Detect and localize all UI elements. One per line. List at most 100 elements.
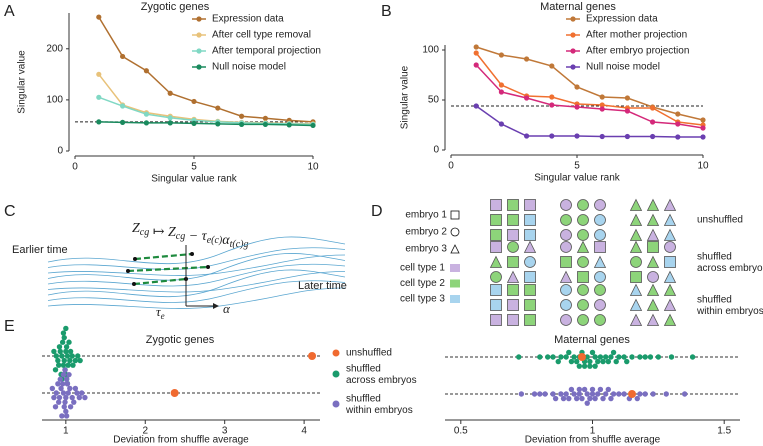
- square: [524, 284, 536, 296]
- square: [490, 314, 502, 326]
- x-tick-label: 1: [63, 426, 69, 437]
- swarm-point: [571, 354, 577, 360]
- triangle: [450, 244, 460, 254]
- swarm-point: [634, 395, 640, 402]
- square: [490, 241, 502, 253]
- shift-end: [133, 257, 137, 261]
- circle: [577, 284, 589, 296]
- swarm-point: [650, 391, 656, 397]
- circle: [664, 241, 676, 253]
- x-tick-label: 0.5: [454, 426, 468, 437]
- trajectory: [47, 280, 346, 303]
- shift-end: [206, 265, 210, 269]
- triangle: [629, 313, 643, 326]
- swarm-point: [60, 362, 67, 368]
- swarm-point: [579, 395, 585, 402]
- series-line: [475, 52, 704, 126]
- legend-label: After embryo projection: [586, 46, 689, 57]
- trajectory: [47, 271, 346, 293]
- text-line: across embryos: [697, 262, 763, 273]
- square: [507, 284, 519, 296]
- triangle: [629, 240, 643, 253]
- data-point: [262, 121, 268, 128]
- swarm-point: [602, 391, 609, 397]
- embryo-label: embryo 3: [405, 244, 447, 255]
- cell-type-swatch: [450, 264, 460, 272]
- data-point: [624, 108, 631, 114]
- circle: [560, 314, 572, 326]
- data-point: [96, 14, 102, 20]
- y-axis-label: Singular value: [400, 65, 411, 129]
- chart-title: Zygotic genes: [146, 334, 215, 346]
- swarm-point: [550, 391, 556, 397]
- swarm-point: [608, 395, 614, 402]
- swarm-point: [56, 344, 63, 350]
- data-point: [675, 121, 681, 127]
- swarm-point: [624, 358, 630, 365]
- panel-label: B: [381, 3, 392, 20]
- math-sub: e: [161, 311, 165, 321]
- triangle: [663, 270, 677, 283]
- legend-marker: [332, 370, 340, 378]
- math-sub: cg: [140, 227, 149, 238]
- square: [524, 214, 536, 226]
- text-line: within embryos: [345, 404, 413, 415]
- triangle: [629, 298, 643, 311]
- swarm-point: [587, 358, 593, 365]
- triangle: [663, 228, 677, 241]
- data-point: [239, 121, 245, 128]
- shift-segment: [127, 265, 209, 273]
- x-axis-label: Deviation from shuffle average: [525, 435, 661, 446]
- text-line: shuffled: [697, 251, 732, 262]
- swarm-point: [576, 391, 583, 397]
- triangle: [663, 313, 677, 326]
- circle: [490, 271, 502, 283]
- circle: [560, 199, 572, 211]
- unshuffled-point: [577, 353, 586, 361]
- legend-marker: [570, 32, 576, 38]
- swarm-point: [584, 400, 590, 406]
- swarm-point: [53, 390, 59, 396]
- circle: [594, 214, 606, 226]
- swarm-point: [602, 354, 609, 360]
- legend-label: shuffled across embryos: [346, 363, 417, 386]
- panel-label: C: [4, 203, 16, 220]
- swarm-point: [71, 399, 77, 405]
- text-line: across embryos: [346, 374, 417, 385]
- swarm-point: [581, 386, 588, 393]
- data-point: [524, 133, 530, 139]
- row-label: shuffled across embryos: [697, 251, 763, 274]
- text-line: shuffled: [346, 393, 381, 404]
- circle: [594, 299, 606, 311]
- math-sub: e(c): [207, 235, 223, 246]
- swarm-point: [647, 354, 654, 360]
- formula: Zcg ↦ Zcg − τe(c)αt(c)g: [132, 221, 249, 250]
- swarm-point: [66, 339, 72, 345]
- square: [507, 314, 519, 326]
- swarm-point: [63, 413, 70, 419]
- legend-label: unshuffled: [346, 348, 392, 359]
- square: [490, 199, 502, 211]
- data-point: [498, 82, 504, 88]
- data-point: [498, 121, 504, 127]
- shift-end: [190, 252, 194, 256]
- math-main: − τ: [185, 229, 207, 244]
- swarm-point: [584, 391, 590, 397]
- circle: [560, 241, 572, 253]
- chart-title: Maternal genes: [540, 1, 616, 13]
- square: [507, 256, 519, 268]
- swarm-point: [637, 354, 643, 360]
- series-line: [98, 121, 314, 127]
- square: [594, 241, 606, 253]
- cell-type-label: cell type 1: [400, 263, 445, 274]
- swarm-point: [573, 358, 580, 365]
- swarm-point: [62, 399, 68, 405]
- triangle: [646, 228, 660, 241]
- x-tick-label: 5: [574, 161, 580, 172]
- swarm-point: [563, 354, 569, 360]
- x-axis-label: Singular value rank: [151, 174, 238, 185]
- swarm-point: [57, 376, 63, 382]
- y-axis-label: Singular value: [17, 50, 28, 114]
- swarm-point: [621, 391, 627, 397]
- circle: [560, 229, 572, 241]
